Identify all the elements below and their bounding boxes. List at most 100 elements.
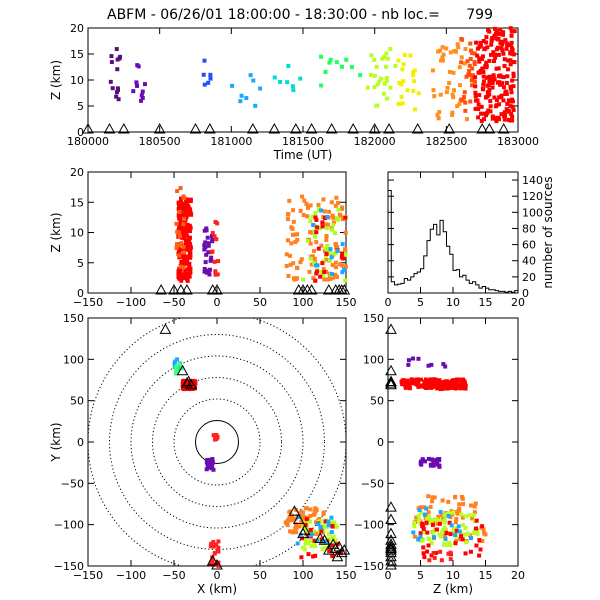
source-point (313, 278, 318, 283)
source-point (188, 210, 193, 215)
source-point (481, 527, 486, 532)
source-point (206, 250, 211, 255)
source-point (412, 520, 417, 525)
source-count: 799 (466, 7, 493, 23)
source-point (480, 538, 485, 543)
source-point (311, 529, 316, 534)
source-point (343, 230, 348, 235)
source-point (500, 81, 505, 86)
source-point (437, 532, 442, 537)
source-point (393, 63, 398, 68)
source-point (213, 269, 218, 274)
source-point (412, 107, 417, 112)
station-marker (338, 544, 351, 555)
source-point (448, 542, 453, 547)
source-point (343, 215, 348, 220)
source-point (468, 536, 473, 541)
source-point (327, 549, 332, 554)
source-point (384, 64, 389, 69)
source-point (474, 518, 479, 523)
source-point (422, 512, 427, 517)
source-point (206, 80, 211, 85)
source-point (178, 264, 183, 269)
source-point (496, 52, 501, 57)
source-point (430, 382, 435, 387)
source-point (251, 78, 256, 83)
source-point (416, 518, 421, 523)
source-point (455, 104, 460, 109)
range-rings (88, 318, 346, 566)
source-point (451, 527, 456, 532)
source-point (506, 98, 511, 103)
source-point (115, 90, 120, 95)
source-point (314, 240, 319, 245)
source-point (464, 117, 469, 122)
source-point (509, 111, 514, 116)
source-point (206, 241, 211, 246)
source-point (313, 211, 318, 216)
source-point (502, 57, 507, 62)
source-point (312, 234, 317, 239)
source-point (326, 519, 331, 524)
source-point (436, 385, 441, 390)
source-point (330, 524, 335, 529)
source-point (290, 84, 295, 89)
source-point (453, 541, 458, 546)
source-point (290, 232, 295, 237)
source-point (486, 28, 491, 33)
source-point (481, 82, 486, 87)
x-tick-label: 180500 (139, 135, 181, 148)
source-point (181, 216, 186, 221)
source-point (375, 103, 380, 108)
source-point (490, 85, 495, 90)
source-point (306, 205, 311, 210)
source-point (485, 111, 490, 116)
source-point (503, 113, 508, 118)
source-point (418, 510, 423, 515)
source-point (441, 362, 446, 367)
source-point (463, 551, 468, 556)
source-point (495, 117, 500, 122)
source-point (182, 259, 187, 264)
source-point (504, 89, 509, 94)
source-point (180, 379, 185, 384)
source-point (188, 266, 193, 271)
source-point (431, 535, 436, 540)
source-point (176, 214, 181, 219)
source-point (333, 260, 338, 265)
source-point (426, 520, 431, 525)
height-vs-x-panel: −150 −100 −50 0 50 100 150 0 5 10 15 20 Z (km) (49, 166, 357, 309)
source-point (295, 276, 300, 281)
source-point (298, 76, 303, 81)
source-point (396, 58, 401, 63)
source-point (420, 537, 425, 542)
source-point (484, 60, 489, 65)
source-point (455, 42, 460, 47)
source-point (490, 35, 495, 40)
source-point (443, 364, 448, 369)
source-point (416, 514, 421, 519)
station-marker (338, 283, 351, 295)
source-point (427, 385, 432, 390)
source-point (308, 241, 313, 246)
source-point (508, 84, 513, 89)
source-point (492, 95, 497, 100)
source-point (440, 386, 445, 391)
source-point (411, 356, 416, 361)
station-marker (117, 122, 130, 134)
source-point (284, 252, 289, 257)
x-tick-label: −50 (162, 296, 185, 309)
source-point (340, 263, 345, 268)
source-point (511, 74, 516, 79)
source-point (463, 108, 468, 113)
source-point (321, 197, 326, 202)
station-marker (155, 283, 167, 295)
source-point (312, 256, 317, 261)
source-point (409, 377, 414, 382)
source-point (451, 95, 456, 100)
source-point (187, 274, 192, 279)
source-point (508, 118, 513, 123)
source-point (308, 256, 313, 261)
source-point (485, 45, 490, 50)
source-point (328, 247, 333, 252)
